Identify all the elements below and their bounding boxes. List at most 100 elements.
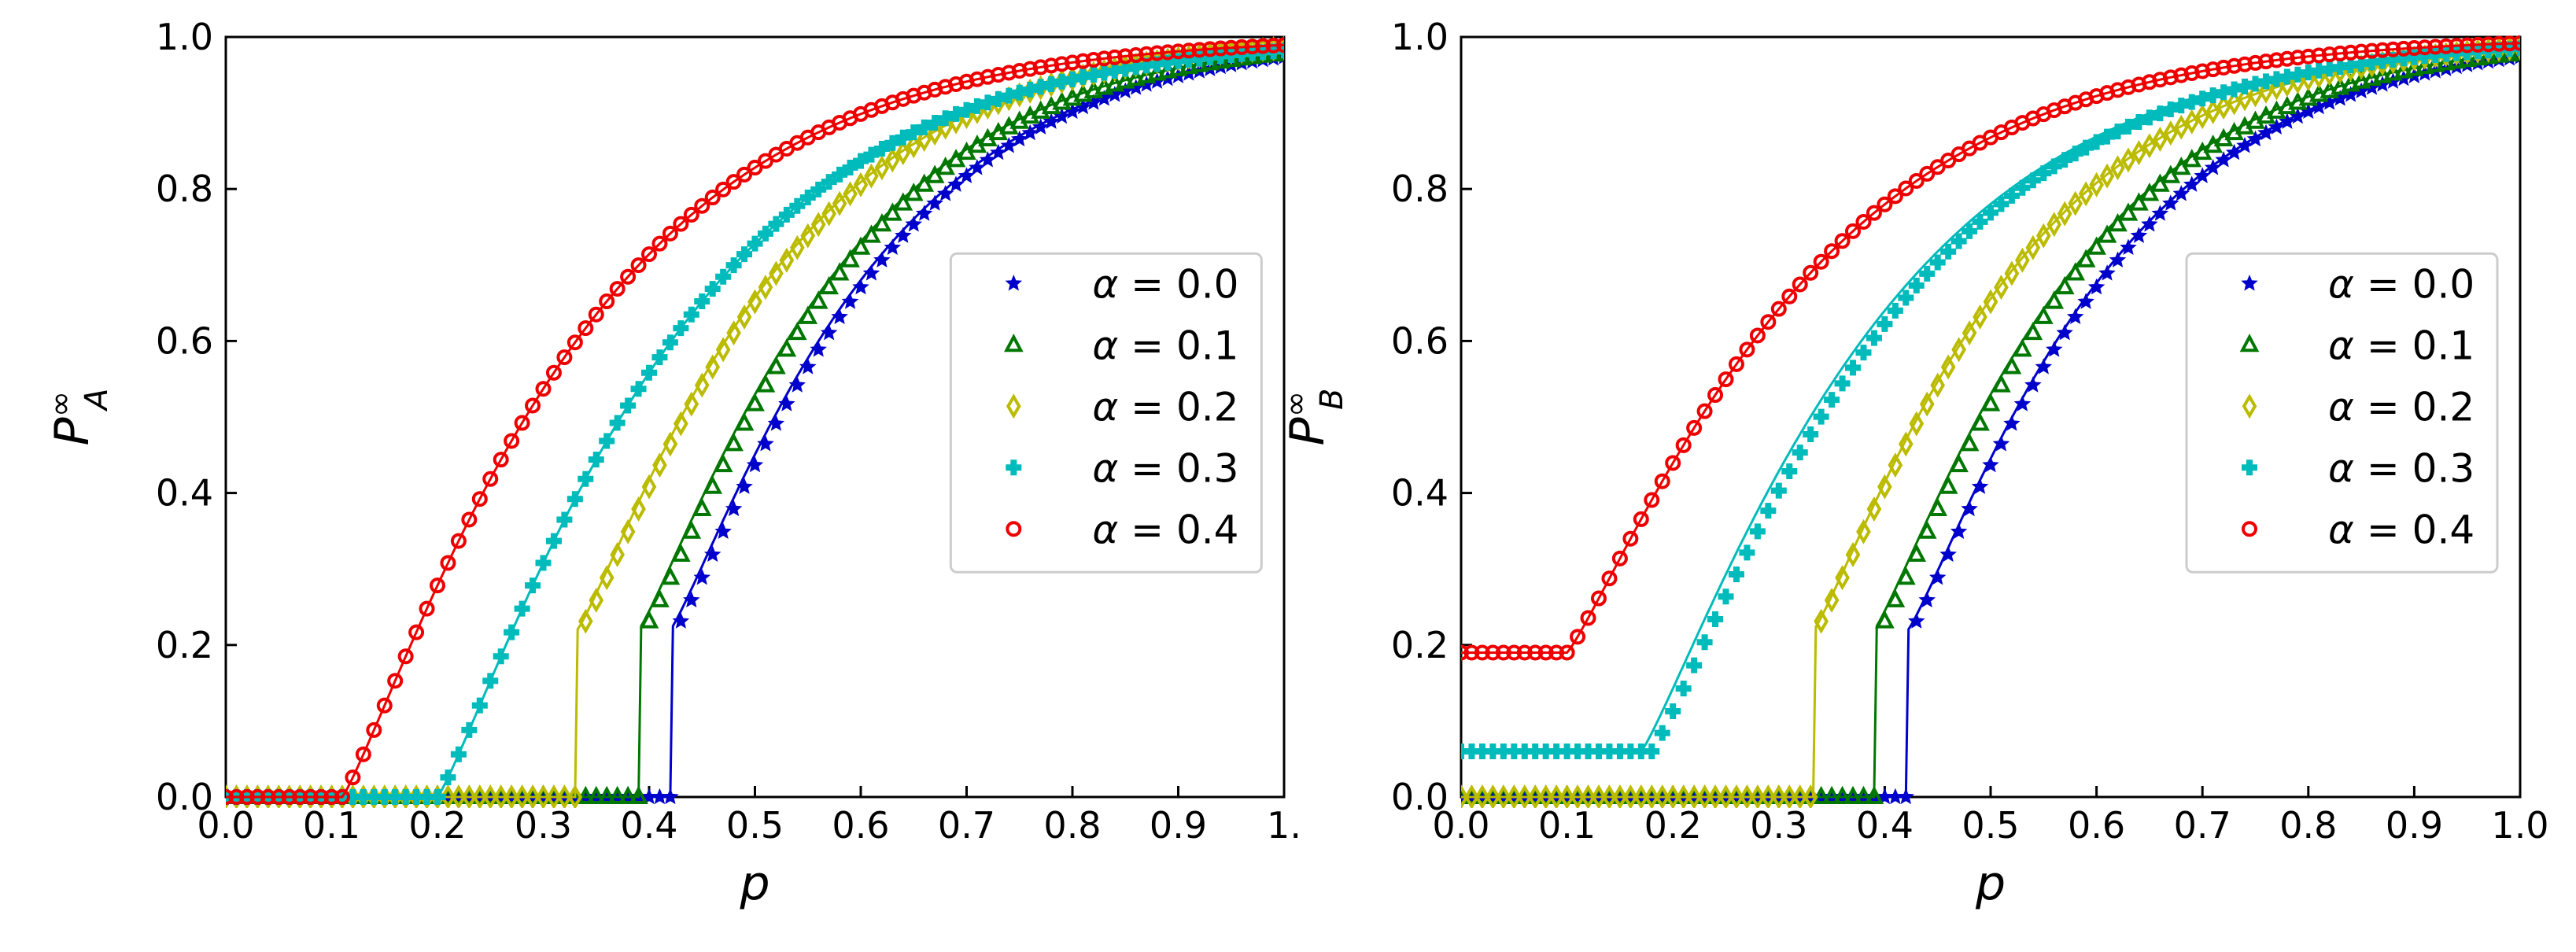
series-point-4: [2237, 56, 2253, 72]
series-point-2: [1602, 784, 1617, 808]
series-point-2: [641, 474, 657, 500]
series-point-4: [1096, 50, 1113, 67]
series-point-2: [1845, 542, 1861, 567]
x-tick-label: 0.9: [2386, 804, 2443, 847]
series-point-3: [810, 181, 827, 197]
series-point-4: [2268, 52, 2285, 68]
series-point-4: [313, 789, 330, 805]
series-point-3: [937, 110, 954, 127]
series-point-1: [2372, 65, 2393, 83]
series-point-1: [883, 202, 902, 221]
series-point-4: [1516, 644, 1533, 661]
series-point-2: [1527, 784, 1543, 808]
series-point-0: [1950, 522, 1968, 539]
legend-label-4: α = 0.4: [1092, 507, 1238, 552]
series-point-0: [2172, 185, 2190, 201]
series-point-4: [1792, 276, 1808, 293]
series-point-4: [1537, 644, 1554, 661]
series-point-3: [514, 600, 530, 617]
series-point-2: [599, 565, 614, 591]
series-point-4: [673, 216, 689, 232]
series-point-3: [2152, 105, 2168, 122]
series-point-2: [1633, 784, 1649, 808]
y-tick-label: 1.0: [1391, 16, 1449, 58]
series-point-1: [2033, 305, 2054, 324]
series-point-0: [895, 227, 912, 243]
series-point-3: [2109, 124, 2126, 140]
series-point-4: [1244, 39, 1260, 55]
series-point-3: [2173, 98, 2190, 114]
series-point-1: [607, 785, 627, 804]
series-point-4: [430, 577, 445, 594]
legend-marker-0: [1005, 274, 1023, 291]
series-point-3: [1654, 725, 1670, 741]
series-point-0: [852, 278, 869, 295]
series-point-1: [2436, 52, 2456, 71]
series-point-4: [1696, 403, 1713, 419]
series-point-4: [641, 246, 657, 263]
series-point-4: [2321, 46, 2338, 63]
series-point-2: [1729, 784, 1744, 808]
series-point-4: [609, 281, 626, 297]
series-point-4: [1054, 56, 1070, 72]
series-point-0: [2215, 151, 2232, 168]
series-point-3: [969, 98, 985, 114]
series-point-2: [1899, 431, 1914, 457]
y-tick-label: 0.6: [1391, 319, 1449, 362]
series-point-0: [2045, 341, 2063, 357]
series-point-3: [1696, 634, 1713, 651]
series-point-4: [1749, 327, 1766, 344]
series-point-2: [1994, 275, 2009, 301]
series-point-0: [905, 216, 923, 232]
series-point-2: [769, 260, 784, 286]
series-point-0: [746, 456, 764, 473]
legend-marker-3: [2242, 459, 2258, 476]
series-point-1: [1115, 70, 1135, 89]
series-point-4: [747, 160, 763, 176]
series-point-4: [2194, 63, 2211, 79]
series-point-4: [662, 225, 678, 242]
series-point-3: [1887, 302, 1903, 319]
series-point-3: [1739, 544, 1755, 561]
series-point-4: [1898, 180, 1914, 197]
series-point-4: [323, 789, 340, 805]
series-point-1: [2023, 321, 2043, 341]
series-point-3: [927, 114, 943, 131]
series-point-1: [1928, 497, 1948, 516]
legend-label-3: α = 0.3: [2328, 445, 2475, 491]
series-point-3: [2003, 187, 2020, 204]
series-point-4: [1180, 42, 1197, 59]
series-point-4: [1686, 419, 1703, 436]
series-point-4: [292, 789, 308, 805]
series-point-3: [778, 206, 795, 223]
series-point-4: [2332, 45, 2349, 61]
series-point-1: [2065, 262, 2086, 281]
series-point-2: [472, 784, 488, 808]
series-point-3: [2120, 118, 2136, 135]
series-point-3: [535, 555, 552, 571]
series-point-3: [2035, 165, 2052, 182]
series-point-4: [249, 789, 266, 805]
series-point-4: [1590, 590, 1607, 607]
series-point-0: [873, 251, 891, 268]
series-point-2: [2153, 127, 2168, 152]
series-point-0: [693, 568, 711, 585]
series-point-4: [355, 746, 371, 762]
series-point-2: [800, 223, 816, 249]
series-point-1: [808, 290, 829, 309]
series-point-2: [1591, 784, 1607, 808]
series-point-4: [1803, 264, 1819, 281]
series-point-0: [1961, 500, 1978, 517]
series-point-1: [1168, 57, 1188, 76]
series-point-4: [2353, 43, 2370, 60]
panel-b: 0.0 0.1 0.2 0.3 0.4 0.5 0.6 0.7 0.8 0.9 1.0 0.0 0.2 0…: [1278, 16, 2549, 911]
series-point-0: [683, 591, 700, 608]
series-point-2: [1686, 784, 1702, 808]
series-point-2: [1461, 784, 1469, 808]
series-point-4: [408, 624, 425, 640]
series-point-3: [895, 129, 911, 146]
series-point-1: [787, 321, 807, 341]
series-point-3: [566, 491, 583, 507]
series-point-3: [2057, 152, 2073, 168]
x-tick-label: 0.3: [1750, 804, 1807, 847]
